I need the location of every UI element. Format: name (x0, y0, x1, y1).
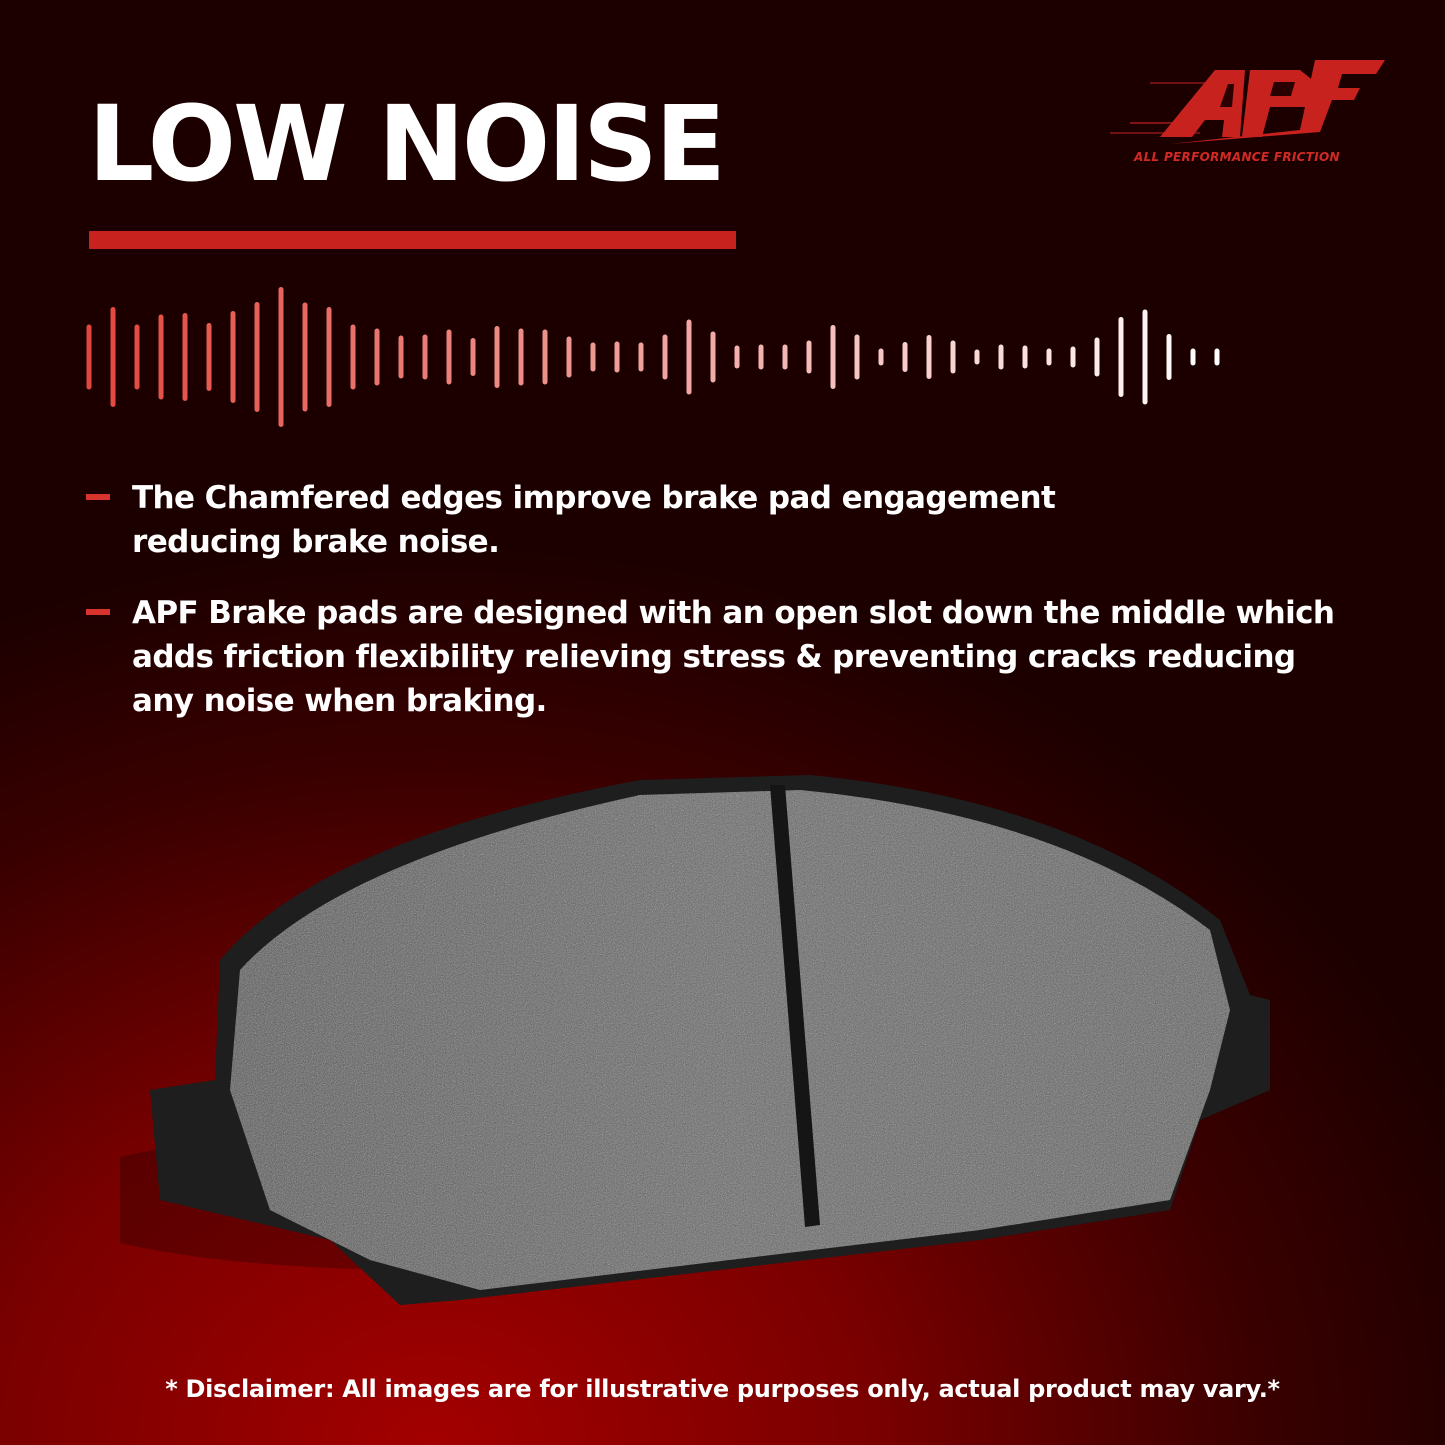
page-title: LOW NOISE (88, 83, 726, 205)
brake-pad-image (120, 775, 1270, 1305)
disclaimer: * Disclaimer: All images are for illustr… (165, 1375, 1280, 1403)
feature-bullet: APF Brake pads are designed with an open… (86, 591, 1386, 723)
dash-bullet-icon (86, 494, 110, 500)
logo-tagline: ALL PERFORMANCE FRICTION (1134, 150, 1340, 164)
bullet-text: The Chamfered edges improve brake pad en… (132, 480, 1056, 560)
title-underline (89, 231, 736, 249)
dash-bullet-icon (86, 609, 110, 615)
sound-wave-icon (86, 287, 1220, 427)
apf-logo (1110, 60, 1385, 144)
feature-bullet: The Chamfered edges improve brake pad en… (86, 476, 1386, 564)
bullet-text: APF Brake pads are designed with an open… (132, 595, 1335, 719)
